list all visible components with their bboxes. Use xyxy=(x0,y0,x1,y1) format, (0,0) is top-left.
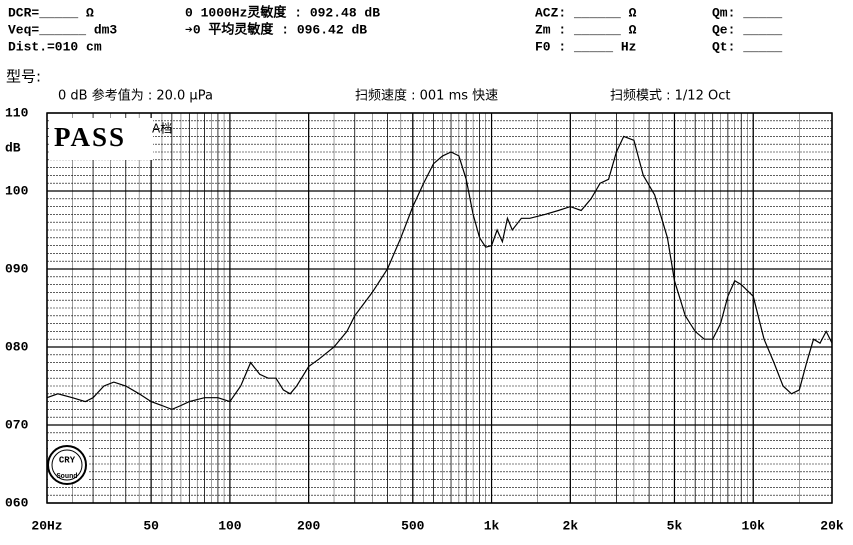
y-tick-label: 060 xyxy=(5,495,29,510)
logo-text: CRY xyxy=(59,455,76,465)
x-tick-label: 2k xyxy=(563,518,579,533)
y-tick-label: 080 xyxy=(5,339,29,354)
y-tick-label: 070 xyxy=(5,417,29,432)
header-text: Dist.=010 cm xyxy=(8,39,102,54)
y-axis-label: dB xyxy=(5,140,21,155)
x-tick-label: 500 xyxy=(401,518,425,533)
header-text: ACZ: ______ Ω xyxy=(535,5,637,20)
y-tick-label: 100 xyxy=(5,183,29,198)
model-label: 型号: xyxy=(6,68,41,86)
header-text: 0 1000Hz灵敏度 : 092.48 dB xyxy=(185,4,380,20)
header-text: DCR=_____ Ω xyxy=(8,5,94,20)
logo: CRY Sound xyxy=(47,443,88,485)
info: 扫频模式 : 1/12 Oct xyxy=(610,89,730,104)
y-tick-label: 110 xyxy=(5,105,29,120)
status: PASS xyxy=(54,122,126,152)
header-text: Qm: _____ xyxy=(712,5,782,20)
response-curve xyxy=(46,135,833,411)
x-tick-label: 20k xyxy=(820,518,844,533)
header-text: Qt: _____ xyxy=(712,39,782,54)
logo-text: Sound xyxy=(56,473,77,481)
x-tick-label: 50 xyxy=(143,518,159,533)
header-text: F0 : _____ Hz xyxy=(535,39,636,54)
grade: A档 xyxy=(152,122,172,136)
x-tick-label: 10k xyxy=(742,518,766,533)
x-tick-label: 20Hz xyxy=(31,518,62,533)
x-tick-label: 200 xyxy=(297,518,321,533)
header-text: Qe: _____ xyxy=(712,22,782,37)
y-tick-label: 090 xyxy=(5,261,29,276)
header-text: Zm : ______ Ω xyxy=(535,22,637,37)
x-tick-label: 1k xyxy=(484,518,500,533)
x-tick-label: 100 xyxy=(218,518,242,533)
plot-frame xyxy=(46,112,833,504)
status-box xyxy=(50,118,153,160)
info: 扫频速度 : 001 ms 快速 xyxy=(355,88,498,104)
header-text: ➔0 平均灵敏度 : 096.42 dB xyxy=(185,21,367,37)
info: 0 dB 参考值为 : 20.0 µPa xyxy=(58,88,213,104)
x-tick-label: 5k xyxy=(667,518,683,533)
header-text: Veq=______ dm3 xyxy=(8,22,117,37)
